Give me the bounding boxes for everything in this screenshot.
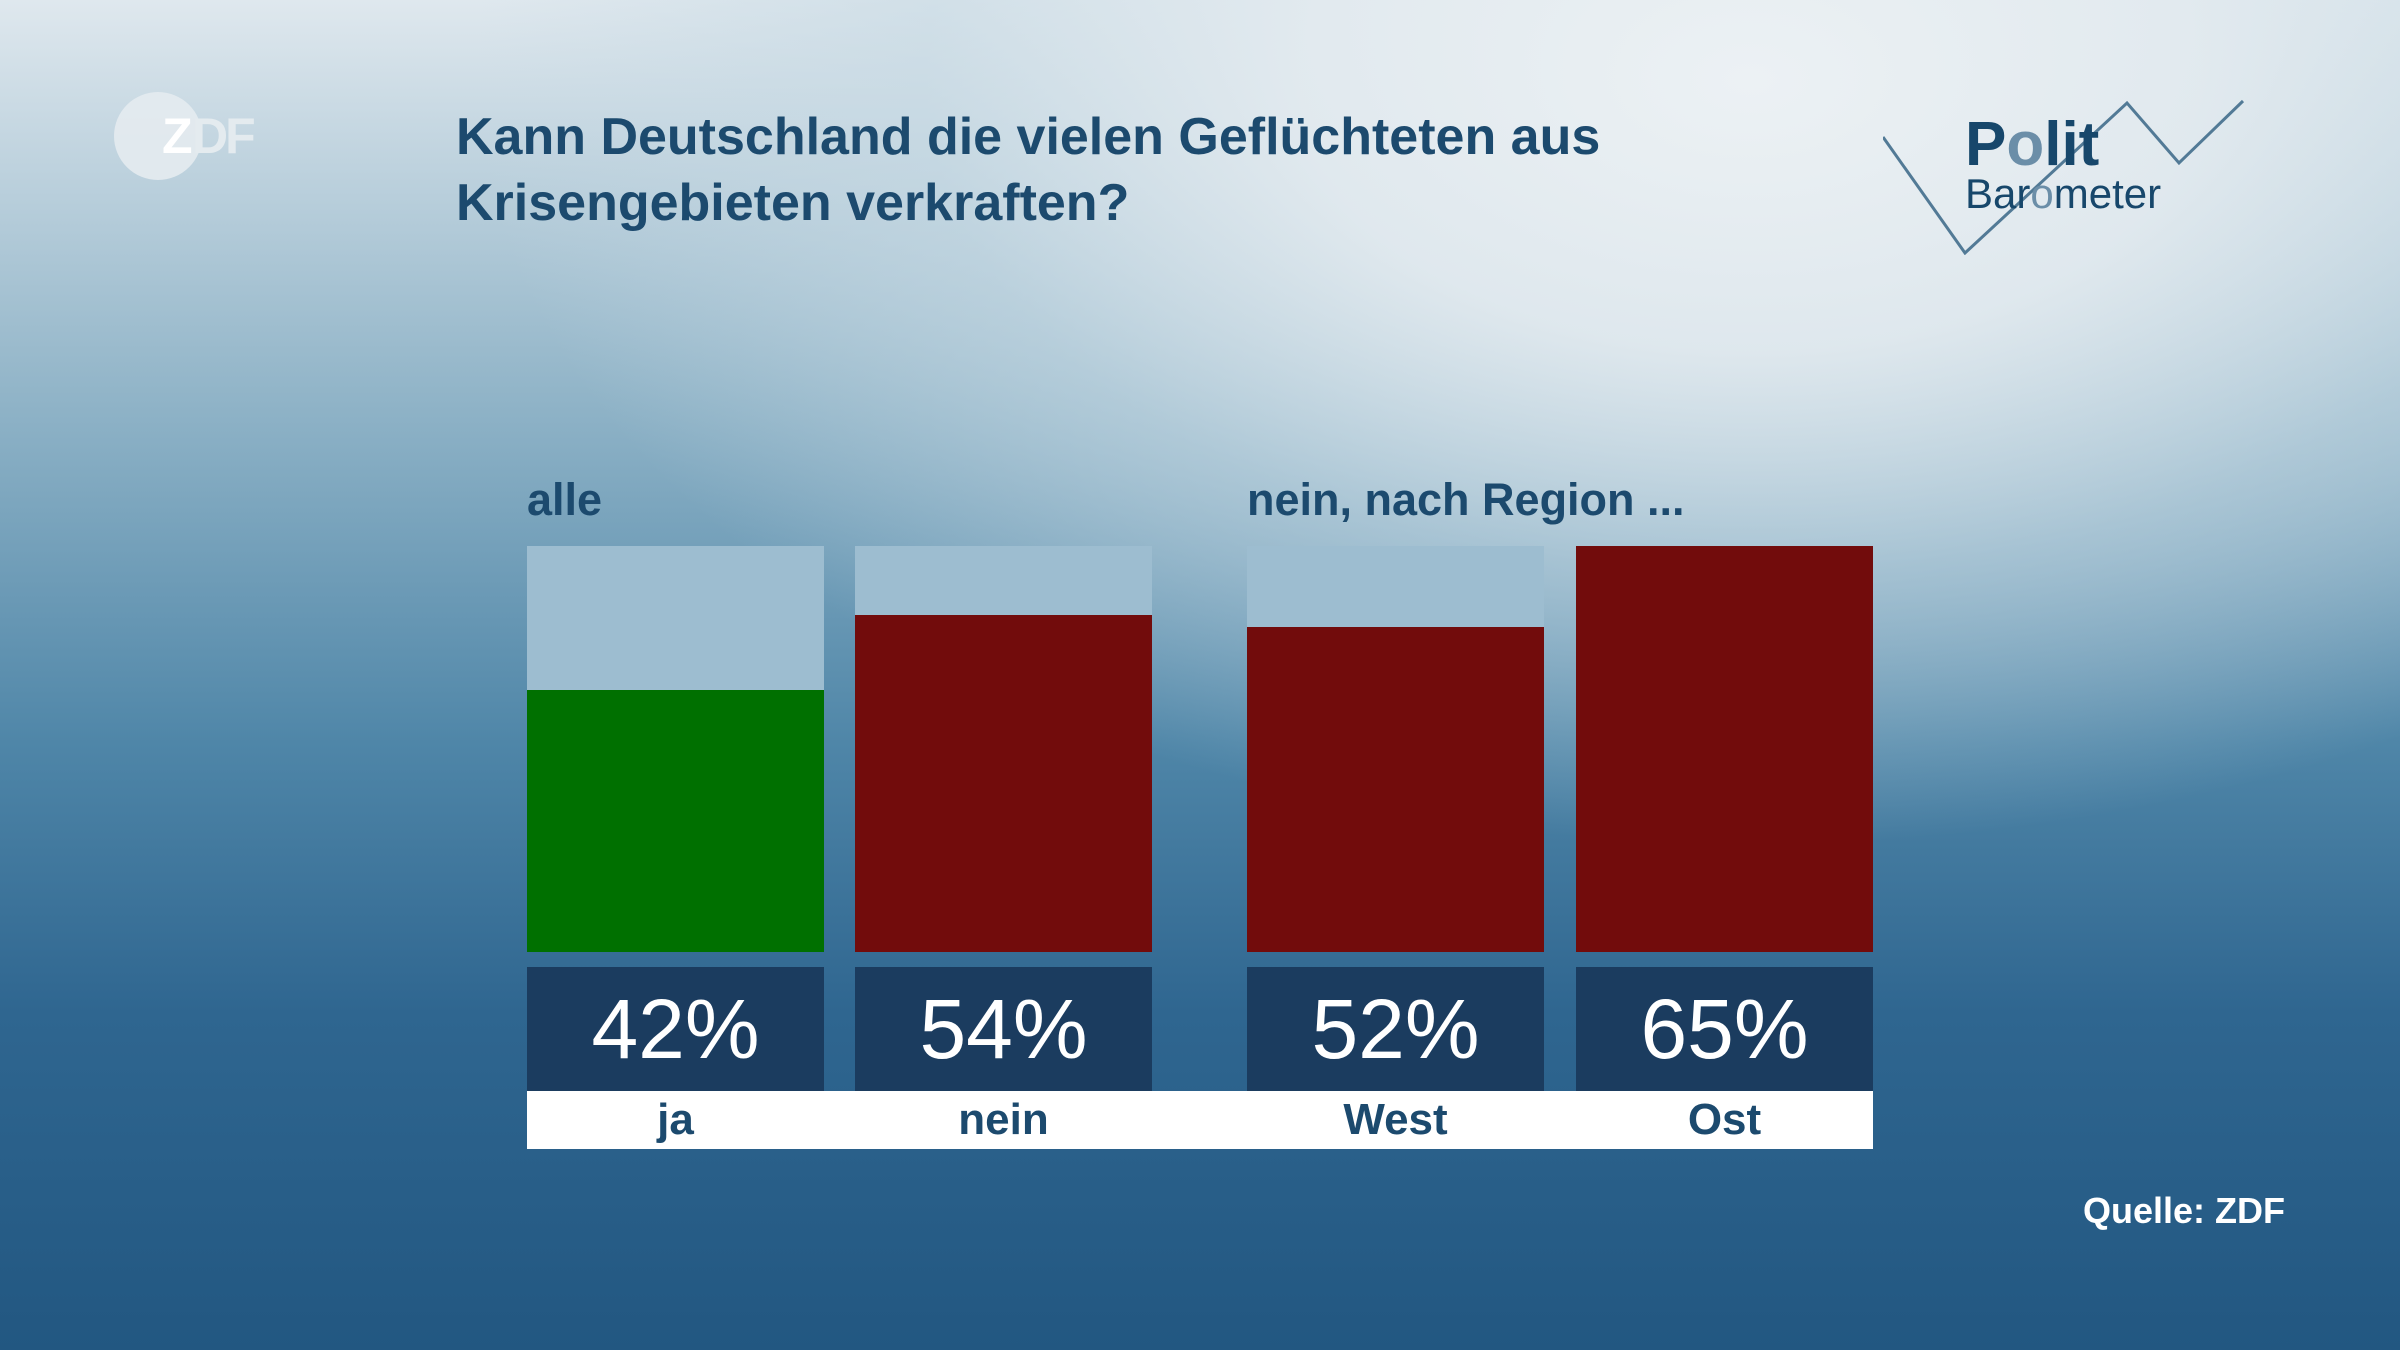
svg-text:DF: DF: [192, 108, 254, 164]
source-note: Quelle: ZDF: [2082, 1190, 2285, 1231]
group-label-region: nein, nach Region ...: [1247, 474, 1685, 525]
category-label-west: West: [1343, 1095, 1448, 1144]
zdf-logo: Z DF: [114, 92, 257, 180]
bar-ost: [1576, 546, 1873, 952]
value-label-nein: 54%: [855, 967, 1152, 1091]
category-label-ja: ja: [657, 1095, 694, 1144]
value-label-ost: 65%: [1576, 967, 1873, 1091]
bar-ja: [527, 689, 824, 952]
bar-track-nein: [855, 546, 1152, 952]
value-label-ja: 42%: [527, 967, 824, 1091]
svg-text:Z: Z: [162, 108, 192, 164]
category-label-nein: nein: [958, 1095, 1049, 1144]
bar-track-ost: [1576, 546, 1873, 952]
category-label-strip: [527, 1091, 1873, 1149]
svg-text:Polit: Polit: [1965, 110, 2099, 179]
bar-track-ja: [527, 546, 824, 952]
svg-text:Barometer: Barometer: [1965, 170, 2161, 217]
politbarometer-logo: Polit Barometer: [1883, 99, 2245, 255]
category-label-ost: Ost: [1687, 1095, 1762, 1144]
bar-west: [1247, 627, 1544, 952]
group-label-alle: alle: [527, 474, 603, 525]
value-label-west: 52%: [1247, 967, 1544, 1091]
bar-nein: [855, 614, 1152, 952]
chart-title: Kann Deutschland die vielen Geflüchteten…: [456, 108, 1601, 232]
bar-track-west: [1247, 546, 1544, 952]
